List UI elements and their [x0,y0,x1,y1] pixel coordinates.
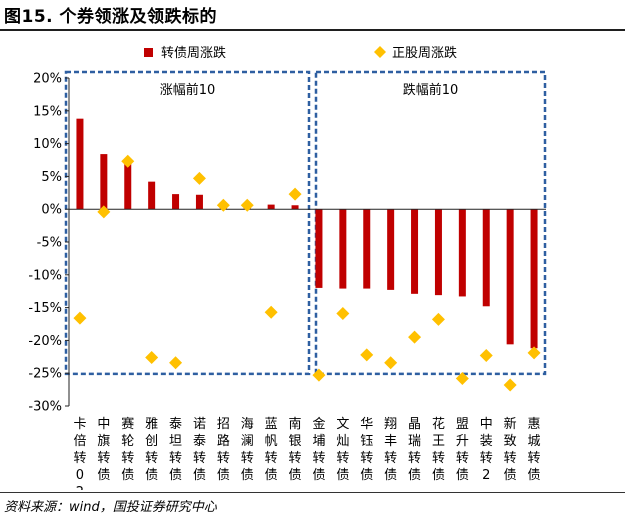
y-tick-label: 0% [41,203,62,218]
bar [530,209,538,349]
x-tick-label: 赛轮转债 [121,416,134,483]
bar [124,163,132,210]
marker-point [73,311,87,325]
marker-point [312,368,326,382]
bar [148,181,156,210]
y-tick-label: 20% [33,72,62,87]
marker-point [479,348,493,362]
y-tick-label: 5% [41,170,62,185]
bar [434,209,442,296]
y-tick-label: -5% [37,236,62,251]
x-tick-label: 海澜转债 [241,417,254,483]
marker-point [336,307,350,321]
x-tick-label: 盟升转债 [456,417,469,483]
bar [172,194,180,210]
bar [411,209,419,294]
marker-point [288,187,302,201]
y-tick-label: -30% [28,400,62,415]
bar [363,209,371,289]
bar [315,209,323,288]
x-tick-labels: 卡倍转02 中旗转债赛轮转债雅创转债泰坦转债诺泰转债招路转债海澜转债蓝帆转债南银转… [73,416,540,490]
x-tick-label: 中旗转债 [97,417,110,483]
marker-point [192,171,206,185]
marker-point [169,356,183,370]
x-tick-label: 翔丰转债 [384,417,397,483]
y-axis: 20% 15% 10% 5% 0% -5% -10% -15% -20% -25% -30% [28,72,70,415]
marker-point [216,198,230,212]
marker-point [121,154,135,168]
legend-marker-swatch [374,46,386,58]
marker-point [97,205,111,219]
marker-point [431,312,445,326]
group-box-label: 跌幅前10 [403,82,459,98]
x-tick-label: 蓝帆转债 [265,417,278,483]
legend: 转债周涨跌 正股周涨跌 [144,45,457,61]
y-tick-label: -20% [28,334,62,349]
bar [387,209,395,290]
y-tick-label: -15% [28,301,62,316]
x-tick-label: 花王转债 [432,416,445,483]
source-note: 资料来源：wind，国投证券研究中心 [4,500,217,515]
y-tick-label: -10% [28,268,62,283]
bar-series [76,118,538,349]
marker-point [145,350,159,364]
x-tick-label: 惠城转债 [528,417,541,483]
marker-point [527,346,541,360]
x-tick-label: 晶瑞转债 [408,417,421,483]
marker-point [264,305,278,319]
bar [100,154,108,210]
x-tick-label: 招路转债 [217,417,230,483]
bar [267,204,275,210]
bar [506,209,514,345]
source-divider [0,492,625,493]
chart: 转债周涨跌 正股周涨跌 涨幅前10 跌幅前10 20% 15% 10% 5% 0% -5% -1… [28,45,547,490]
x-tick-label: 新致转债 [504,416,517,483]
x-tick-label: 雅创转债 [145,417,158,483]
bar [482,209,490,307]
y-tick-label: 15% [33,104,62,119]
y-tick-label: -25% [28,367,62,382]
bar [291,205,299,210]
x-tick-label: 中装转 2 [480,417,493,483]
marker-point [240,198,254,212]
x-tick-label: 诺泰转债 [193,417,206,483]
group-box-label: 涨幅前10 [160,82,216,98]
group-box [64,70,311,376]
x-tick-label: 泰坦转债 [169,417,182,483]
marker-point [384,356,398,370]
marker-point [455,371,469,385]
marker-point [408,330,422,344]
x-tick-label: 华钰转债 [360,417,373,483]
x-tick-label: 南银转债 [289,416,302,483]
bar [195,194,203,210]
legend-bar-label: 转债周涨跌 [161,45,226,61]
legend-marker-label: 正股周涨跌 [392,45,457,61]
x-tick-label: 金埔转债 [312,416,325,483]
figure-title: 图15. 个券领涨及领跌标的 [4,7,218,27]
x-tick-label: 卡倍转02 [73,417,86,490]
group-boxes: 涨幅前10 跌幅前10 [64,70,547,376]
marker-point [503,378,517,392]
bar [76,118,84,210]
bar [339,209,347,289]
bar [458,209,466,297]
y-tick-label: 10% [33,137,62,152]
x-tick-label: 文灿转债 [336,417,349,483]
group-box [314,70,547,376]
marker-series [73,154,541,392]
legend-bar-swatch [144,48,153,57]
marker-point [360,348,374,362]
title-divider [0,29,625,31]
